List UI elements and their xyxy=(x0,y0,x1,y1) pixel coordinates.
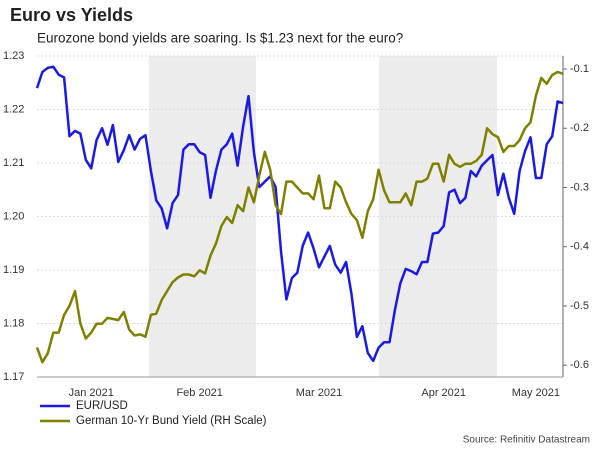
y-tick-label: 1.20 xyxy=(3,210,24,222)
x-tick-label: Jan 2021 xyxy=(69,387,114,399)
legend-label: German 10-Yr Bund Yield (RH Scale) xyxy=(76,415,267,427)
chart-title: Euro vs Yields xyxy=(10,5,133,25)
x-tick-label: May 2021 xyxy=(512,387,560,399)
chart-subtitle: Eurozone bond yields are soaring. Is $1.… xyxy=(37,31,403,46)
y2-tick-label: -0.4 xyxy=(570,241,589,253)
source: Source: Refinitiv Datastream xyxy=(463,435,590,446)
x-tick-label: Feb 2021 xyxy=(176,387,222,399)
y2-tick-label: -0.2 xyxy=(570,122,589,134)
y-tick-label: 1.18 xyxy=(3,317,24,329)
y2-tick-label: -0.6 xyxy=(570,359,589,371)
y-tick-label: 1.21 xyxy=(3,157,24,169)
y-tick-label: 1.17 xyxy=(3,371,24,383)
y2-tick-label: -0.5 xyxy=(570,300,589,312)
y2-tick-label: -0.1 xyxy=(570,63,589,75)
y-tick-label: 1.22 xyxy=(3,103,24,115)
y2-tick-label: -0.3 xyxy=(570,181,589,193)
y-tick-label: 1.23 xyxy=(3,50,24,62)
x-tick-label: Apr 2021 xyxy=(421,387,466,399)
series-line xyxy=(35,65,564,363)
legend-label: EUR/USD xyxy=(76,400,128,412)
y-tick-label: 1.19 xyxy=(3,264,24,276)
series-line xyxy=(35,70,564,364)
x-tick-label: Mar 2021 xyxy=(296,387,342,399)
